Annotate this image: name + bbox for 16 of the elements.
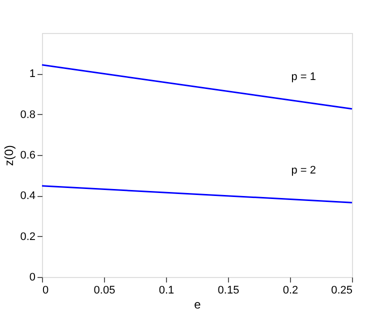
x-tick-label: 0.15: [218, 284, 240, 296]
y-tick-label: 0.8: [20, 108, 36, 121]
text: p = 2: [291, 164, 316, 177]
y-tick-label: 0.2: [20, 230, 36, 243]
y-tick-label: 1: [29, 68, 36, 80]
series-label: p = 1: [291, 70, 316, 83]
x-tick-label: 0.25: [331, 284, 352, 296]
x-tick-label: 0: [42, 284, 49, 296]
x-tick-label: 0.2: [282, 284, 298, 296]
x-tick-label: 0.05: [94, 284, 116, 296]
x-axis-title: e: [194, 298, 202, 312]
x-tick-label: 0.1: [158, 284, 174, 296]
y-tick-label: 0.6: [20, 150, 36, 162]
y-axis-title: z(0): [2, 145, 16, 166]
y-tick-label: 0: [29, 272, 36, 284]
y-tick-label: 0.4: [20, 190, 36, 202]
